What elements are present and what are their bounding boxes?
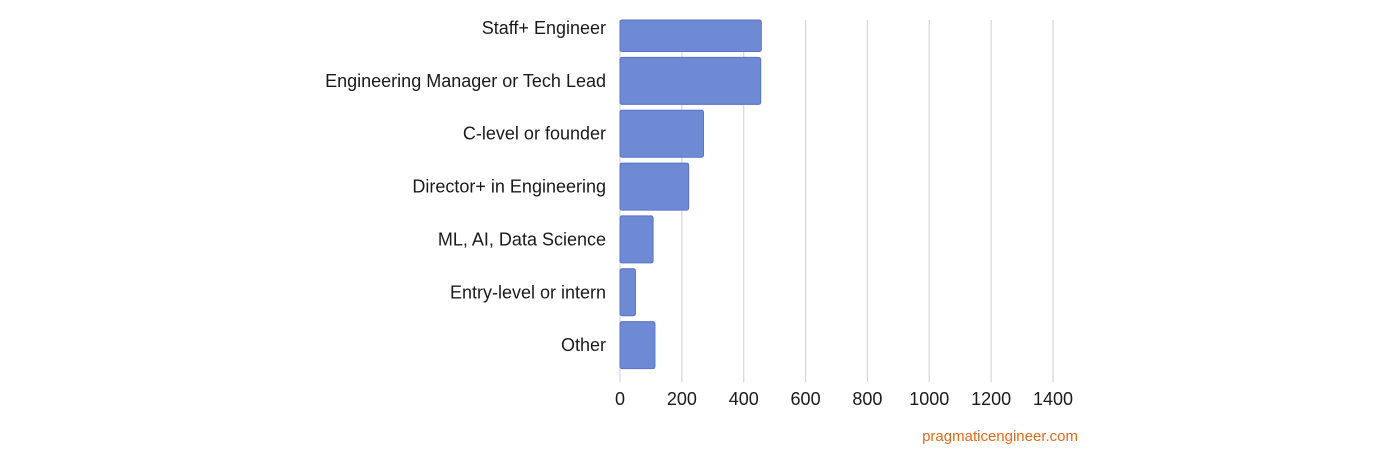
category-label: C-level or founder	[463, 124, 606, 144]
category-label: Entry-level or intern	[450, 282, 606, 302]
bar	[619, 56, 762, 105]
x-tick-label: 1400	[1033, 389, 1073, 409]
bar	[619, 321, 656, 370]
bar	[619, 109, 705, 158]
x-tick-label: 200	[667, 389, 697, 409]
category-label: ML, AI, Data Science	[438, 229, 606, 249]
bar	[619, 268, 636, 317]
x-axis-ticks: 0 200 400 600 800 1000 1200 1400	[615, 389, 1073, 409]
x-tick-label: 1200	[971, 389, 1011, 409]
x-tick-label: 600	[791, 389, 821, 409]
source-note: pragmaticengineer.com	[922, 428, 1078, 445]
x-tick-label: 0	[615, 389, 625, 409]
bar	[619, 162, 690, 211]
category-label: Engineering Manager or Tech Lead	[325, 71, 606, 91]
category-label: Director+ in Engineering	[412, 177, 606, 197]
x-tick-label: 400	[729, 389, 759, 409]
x-tick-label: 1000	[909, 389, 949, 409]
category-label: Staff+ Engineer	[482, 18, 606, 38]
bar	[619, 19, 762, 52]
x-tick-label: 800	[852, 389, 882, 409]
bar	[619, 215, 654, 264]
category-label: Other	[561, 335, 606, 355]
bars	[619, 19, 762, 370]
category-labels: Staff+ Engineer Engineering Manager or Te…	[325, 18, 606, 355]
